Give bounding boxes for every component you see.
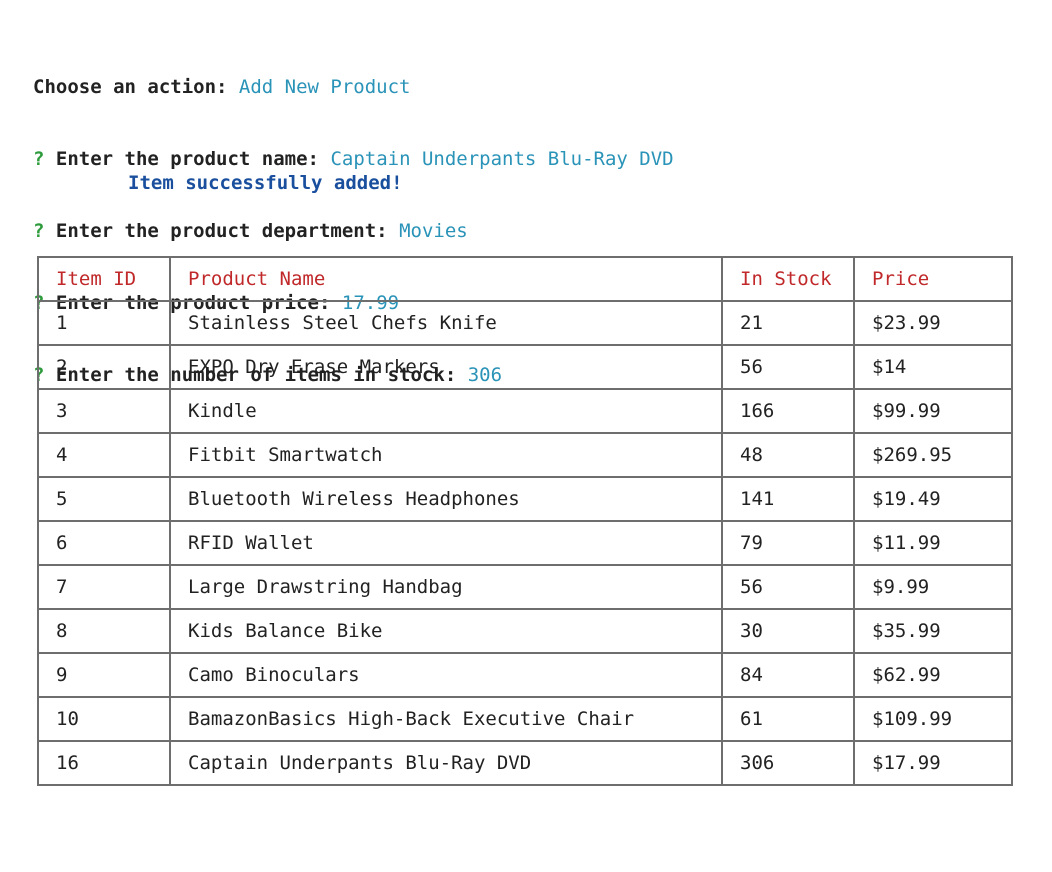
cell-product-name: RFID Wallet — [169, 520, 723, 566]
cell-item-id: 1 — [37, 300, 171, 346]
cell-item-id: 3 — [37, 388, 171, 434]
cell-price: $14 — [853, 344, 1013, 390]
name-prompt-answer: Captain Underpants Blu-Ray DVD — [330, 148, 674, 170]
cell-in-stock: 84 — [721, 652, 855, 698]
success-message: Item successfully added! — [128, 172, 403, 194]
table-row: 4 Fitbit Smartwatch 48 $269.95 — [37, 432, 1013, 478]
table-row: 3 Kindle 166 $99.99 — [37, 388, 1013, 434]
table-header-row: Item ID Product Name In Stock Price — [37, 256, 1013, 302]
department-prompt-label: Enter the product department: — [55, 220, 400, 242]
cell-product-name: Large Drawstring Handbag — [169, 564, 723, 610]
cell-in-stock: 21 — [721, 300, 855, 346]
cell-product-name: Captain Underpants Blu-Ray DVD — [169, 740, 723, 786]
cell-item-id: 4 — [37, 432, 171, 478]
cell-price: $23.99 — [853, 300, 1013, 346]
action-prompt-answer: Add New Product — [238, 76, 411, 98]
header-item-id: Item ID — [37, 256, 171, 302]
cell-item-id: 16 — [37, 740, 171, 786]
action-prompt-label: Choose an action: — [33, 76, 239, 98]
header-in-stock: In Stock — [721, 256, 855, 302]
cell-price: $35.99 — [853, 608, 1013, 654]
question-mark-icon: ? — [33, 220, 56, 242]
header-product-name: Product Name — [169, 256, 723, 302]
cell-product-name: Bluetooth Wireless Headphones — [169, 476, 723, 522]
cell-product-name: BamazonBasics High-Back Executive Chair — [169, 696, 723, 742]
cell-price: $269.95 — [853, 432, 1013, 478]
cell-product-name: Fitbit Smartwatch — [169, 432, 723, 478]
cell-item-id: 8 — [37, 608, 171, 654]
cell-product-name: Kindle — [169, 388, 723, 434]
table-row: 10 BamazonBasics High-Back Executive Cha… — [37, 696, 1013, 742]
cell-in-stock: 30 — [721, 608, 855, 654]
cell-in-stock: 306 — [721, 740, 855, 786]
cell-price: $19.49 — [853, 476, 1013, 522]
cell-product-name: Kids Balance Bike — [169, 608, 723, 654]
cell-price: $17.99 — [853, 740, 1013, 786]
department-prompt-answer: Movies — [399, 220, 468, 242]
table-row: 2 EXPO Dry Erase Markers 56 $14 — [37, 344, 1013, 390]
table-row: 1 Stainless Steel Chefs Knife 21 $23.99 — [37, 300, 1013, 346]
action-prompt-line: Choose an action: Add New Product — [33, 75, 674, 99]
cell-price: $109.99 — [853, 696, 1013, 742]
table-row: 16 Captain Underpants Blu-Ray DVD 306 $1… — [37, 740, 1013, 786]
cell-price: $99.99 — [853, 388, 1013, 434]
cell-price: $62.99 — [853, 652, 1013, 698]
department-prompt-line: ? Enter the product department: Movies — [33, 219, 674, 243]
cell-item-id: 6 — [37, 520, 171, 566]
table-row: 7 Large Drawstring Handbag 56 $9.99 — [37, 564, 1013, 610]
cell-item-id: 9 — [37, 652, 171, 698]
cell-in-stock: 166 — [721, 388, 855, 434]
cell-in-stock: 56 — [721, 344, 855, 390]
cell-product-name: Camo Binoculars — [169, 652, 723, 698]
question-mark-icon: ? — [33, 148, 56, 170]
name-prompt-label: Enter the product name: — [55, 148, 331, 170]
cell-in-stock: 48 — [721, 432, 855, 478]
cell-product-name: Stainless Steel Chefs Knife — [169, 300, 723, 346]
cell-price: $11.99 — [853, 520, 1013, 566]
cell-item-id: 2 — [37, 344, 171, 390]
name-prompt-line: ? Enter the product name: Captain Underp… — [33, 147, 674, 171]
cell-in-stock: 56 — [721, 564, 855, 610]
cell-in-stock: 79 — [721, 520, 855, 566]
cell-product-name: EXPO Dry Erase Markers — [169, 344, 723, 390]
cell-in-stock: 141 — [721, 476, 855, 522]
table-row: 5 Bluetooth Wireless Headphones 141 $19.… — [37, 476, 1013, 522]
header-price: Price — [853, 256, 1013, 302]
cell-item-id: 10 — [37, 696, 171, 742]
cell-item-id: 7 — [37, 564, 171, 610]
table-row: 8 Kids Balance Bike 30 $35.99 — [37, 608, 1013, 654]
table-row: 6 RFID Wallet 79 $11.99 — [37, 520, 1013, 566]
cell-in-stock: 61 — [721, 696, 855, 742]
products-table: Item ID Product Name In Stock Price 1 St… — [37, 256, 1013, 786]
table-row: 9 Camo Binoculars 84 $62.99 — [37, 652, 1013, 698]
cell-price: $9.99 — [853, 564, 1013, 610]
cell-item-id: 5 — [37, 476, 171, 522]
